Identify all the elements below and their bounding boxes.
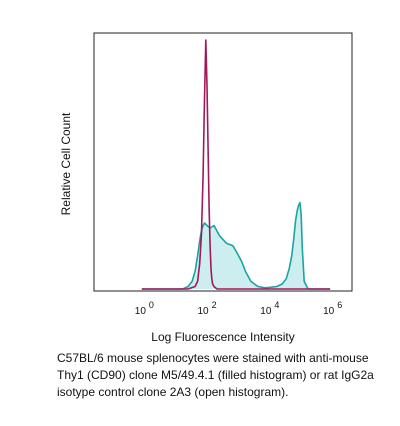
filled-histogram-line [141,201,331,290]
figure-caption: C57BL/6 mouse splenocytes were stained w… [57,350,387,401]
plot-frame [93,32,353,292]
x-tick-label: 102 [198,300,217,317]
x-tick-label: 104 [260,300,279,317]
x-tick-label: 100 [135,300,154,317]
filled-histogram-area [141,202,331,289]
open-histogram-line [141,39,331,290]
series-layer [141,39,331,290]
caption-line: C57BL/6 mouse splenocytes were stained w… [57,351,369,365]
x-tick-label: 106 [323,300,342,317]
caption-line: Thy1 (CD90) clone M5/49.4.1 (filled hist… [57,368,374,382]
caption-line: isotype control clone 2A3 (open histogra… [57,385,289,399]
y-axis-label: Relative Cell Count [59,112,73,216]
x-tick-labels: 100 102 104 106 [135,300,342,317]
x-axis-label: Log Fluorescence Intensity [151,330,295,344]
y-axis-label-wrap: Relative Cell Count [16,108,116,220]
